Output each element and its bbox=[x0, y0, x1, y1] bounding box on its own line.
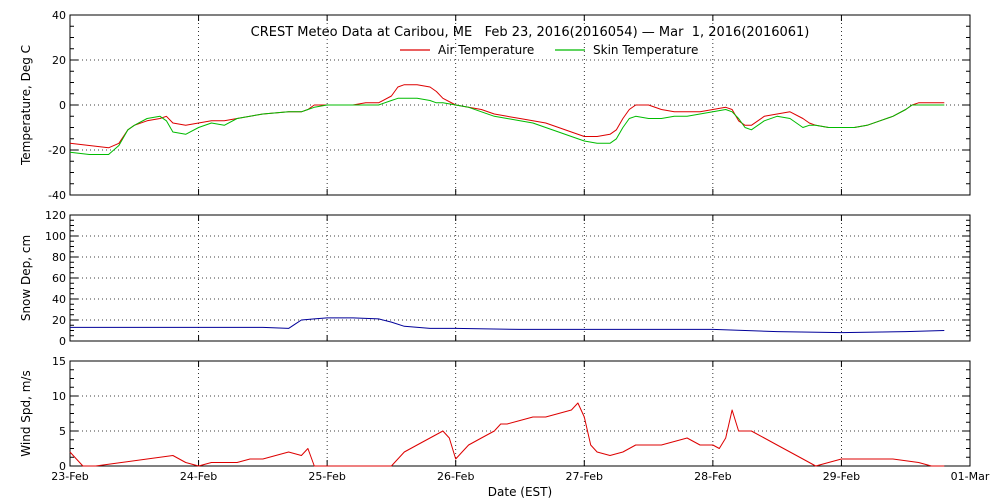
y-tick-label: 0 bbox=[59, 335, 66, 348]
y-tick-label: 0 bbox=[59, 460, 66, 473]
x-tick-label: 01-Mar bbox=[951, 470, 990, 483]
x-tick-label: 24-Feb bbox=[180, 470, 217, 483]
series-line-snow bbox=[70, 317, 945, 334]
y-tick-label: 15 bbox=[52, 355, 66, 368]
y-tick-label: 100 bbox=[45, 230, 66, 243]
y-axis-label: Wind Spd, m/s bbox=[19, 370, 33, 456]
y-tick-label: 5 bbox=[59, 425, 66, 438]
x-tick-label: 29-Feb bbox=[823, 470, 860, 483]
x-tick-label: 25-Feb bbox=[308, 470, 345, 483]
y-tick-label: 40 bbox=[52, 293, 66, 306]
y-axis-label: Temperature, Deg C bbox=[19, 45, 33, 166]
y-tick-label: 10 bbox=[52, 390, 66, 403]
x-axis-label: Date (EST) bbox=[488, 485, 552, 499]
y-tick-label: 120 bbox=[45, 209, 66, 222]
chart-title: CREST Meteo Data at Caribou, ME Feb 23, … bbox=[251, 25, 810, 40]
series-line-skin-temperature bbox=[69, 97, 945, 155]
date-axis: 23-Feb 24-Feb 25-Feb 26-Feb 27-Feb 28-Feb 29-F… bbox=[51, 470, 990, 483]
y-tick-label: 80 bbox=[52, 251, 66, 264]
wind-speed-panel: 0 5 10 15 Wind Spd, m/s bbox=[19, 355, 971, 473]
y-tick-label: 20 bbox=[52, 54, 66, 67]
y-tick-label: -40 bbox=[48, 189, 66, 202]
y-tick-label: 60 bbox=[52, 272, 66, 285]
legend-label: Air Temperature bbox=[438, 43, 534, 57]
plot-frame bbox=[69, 360, 971, 467]
x-tick-label: 27-Feb bbox=[566, 470, 603, 483]
y-tick-label: 40 bbox=[52, 9, 66, 22]
temperature-panel: -40 -20 0 20 40 Temperature, Deg C bbox=[19, 9, 971, 202]
y-tick-label: 0 bbox=[59, 99, 66, 112]
y-axis-label: Snow Dep, cm bbox=[19, 235, 33, 321]
snow-depth-panel: 0 20 40 60 80 100 120 Snow Dep, cm bbox=[19, 209, 971, 348]
x-tick-label: 28-Feb bbox=[694, 470, 731, 483]
legend-label: Skin Temperature bbox=[593, 43, 698, 57]
series-line-air-temperature bbox=[69, 84, 945, 149]
x-tick-label: 23-Feb bbox=[51, 470, 88, 483]
x-tick-label: 26-Feb bbox=[437, 470, 474, 483]
y-tick-label: -20 bbox=[48, 144, 66, 157]
legend: Air Temperature Skin Temperature bbox=[400, 43, 698, 57]
y-tick-label: 20 bbox=[52, 314, 66, 327]
series-line-wind bbox=[69, 402, 945, 467]
